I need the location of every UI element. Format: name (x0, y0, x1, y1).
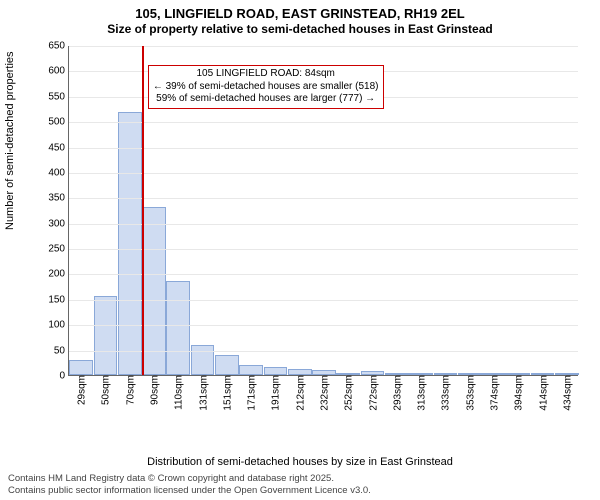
footer-line-2: Contains public sector information licen… (8, 485, 371, 496)
x-tick: 50sqm (99, 375, 112, 405)
page-subtitle: Size of property relative to semi-detach… (0, 22, 600, 36)
x-axis-label: Distribution of semi-detached houses by … (0, 456, 600, 468)
x-tick: 171sqm (245, 375, 258, 411)
gridline (69, 249, 578, 250)
y-axis-label: Number of semi-detached properties (4, 51, 16, 230)
callout-line: 105 LINGFIELD ROAD: 84sqm (153, 68, 379, 81)
x-tick: 272sqm (366, 375, 379, 411)
y-tick: 450 (48, 142, 69, 153)
bar (215, 355, 239, 375)
x-tick: 434sqm (560, 375, 573, 411)
page-title: 105, LINGFIELD ROAD, EAST GRINSTEAD, RH1… (0, 6, 600, 21)
y-tick: 100 (48, 320, 69, 331)
y-tick: 400 (48, 167, 69, 178)
x-tick: 212sqm (293, 375, 306, 411)
bar (118, 112, 142, 375)
bar (166, 281, 190, 375)
highlight-line (142, 46, 144, 375)
x-tick: 252sqm (342, 375, 355, 411)
y-tick: 150 (48, 294, 69, 305)
callout-line: 59% of semi-detached houses are larger (… (153, 93, 379, 106)
y-tick: 350 (48, 193, 69, 204)
callout-line: ← 39% of semi-detached houses are smalle… (153, 81, 379, 94)
gridline (69, 148, 578, 149)
gridline (69, 46, 578, 47)
x-tick: 90sqm (148, 375, 161, 405)
plot-region: 0501001502002503003504004505005506006502… (68, 46, 578, 376)
gridline (69, 198, 578, 199)
gridline (69, 122, 578, 123)
y-tick: 250 (48, 244, 69, 255)
y-tick: 500 (48, 117, 69, 128)
x-tick: 70sqm (123, 375, 136, 405)
chart-area: 0501001502002503003504004505005506006502… (42, 46, 582, 418)
x-tick: 414sqm (536, 375, 549, 411)
x-tick: 293sqm (390, 375, 403, 411)
x-tick: 29sqm (75, 375, 88, 405)
y-tick: 650 (48, 41, 69, 52)
y-tick: 550 (48, 91, 69, 102)
x-tick: 313sqm (415, 375, 428, 411)
x-tick: 110sqm (172, 375, 185, 410)
gridline (69, 173, 578, 174)
gridline (69, 325, 578, 326)
gridline (69, 274, 578, 275)
y-tick: 600 (48, 66, 69, 77)
y-tick: 200 (48, 269, 69, 280)
bar (239, 365, 263, 375)
bar (264, 367, 288, 375)
x-tick: 191sqm (269, 375, 282, 411)
gridline (69, 224, 578, 225)
x-tick: 151sqm (220, 375, 233, 411)
gridline (69, 300, 578, 301)
x-tick: 131sqm (196, 375, 209, 411)
footer: Contains HM Land Registry data © Crown c… (8, 473, 371, 496)
gridline (69, 351, 578, 352)
x-tick: 374sqm (488, 375, 501, 411)
y-tick: 50 (54, 345, 69, 356)
x-tick: 333sqm (439, 375, 452, 411)
callout-box: 105 LINGFIELD ROAD: 84sqm← 39% of semi-d… (148, 65, 384, 109)
footer-line-1: Contains HM Land Registry data © Crown c… (8, 473, 371, 484)
x-tick: 353sqm (463, 375, 476, 411)
bar (94, 296, 118, 375)
bar (69, 360, 93, 375)
x-tick: 232sqm (318, 375, 331, 411)
y-tick: 300 (48, 218, 69, 229)
bar (191, 345, 215, 375)
y-tick: 0 (59, 371, 69, 382)
x-tick: 394sqm (512, 375, 525, 411)
